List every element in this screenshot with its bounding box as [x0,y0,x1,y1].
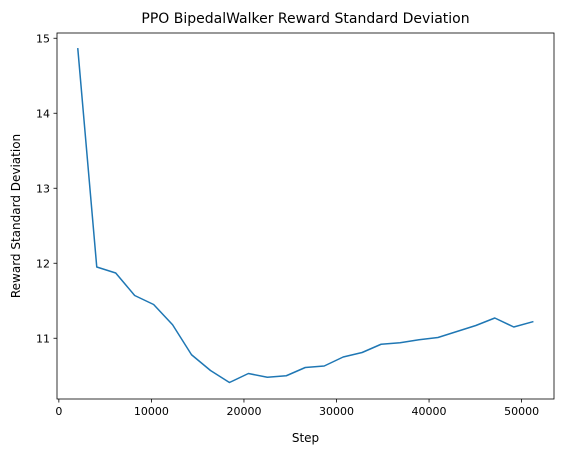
y-tick-label: 14 [36,107,50,120]
x-tick-label: 40000 [412,405,447,418]
y-axis-label: Reward Standard Deviation [9,134,23,298]
x-tick-label: 50000 [504,405,539,418]
x-tick-label: 10000 [134,405,169,418]
y-tick-label: 15 [36,32,50,45]
x-tick-label: 30000 [319,405,354,418]
series-line [76,47,534,384]
chart-title: PPO BipedalWalker Reward Standard Deviat… [141,11,469,27]
x-axis-ticks: 0 10000 20000 30000 40000 50000 [55,399,539,418]
y-tick-label: 13 [36,182,50,195]
y-axis-ticks: 11 12 13 14 15 [36,32,57,345]
x-tick-label: 0 [55,405,62,418]
y-tick-label: 12 [36,257,50,270]
x-axis-label: Step [292,431,319,445]
plot-area-frame [56,32,555,400]
x-tick-label: 20000 [226,405,261,418]
y-tick-label: 11 [36,332,50,345]
